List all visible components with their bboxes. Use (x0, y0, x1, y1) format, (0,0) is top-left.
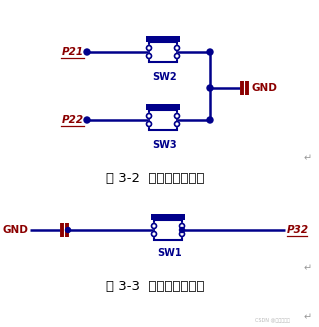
Circle shape (207, 85, 213, 91)
Text: ↵: ↵ (304, 263, 312, 273)
Circle shape (174, 45, 180, 50)
Bar (151, 214, 185, 220)
Text: ↵: ↵ (304, 153, 312, 163)
Circle shape (146, 122, 152, 127)
Text: 图 3-3  主机按键电路图: 图 3-3 主机按键电路图 (106, 280, 204, 293)
Circle shape (180, 223, 184, 229)
Text: ↵: ↵ (304, 312, 312, 322)
Circle shape (152, 223, 157, 229)
Text: SW1: SW1 (158, 248, 182, 258)
Circle shape (84, 117, 90, 123)
Circle shape (152, 232, 157, 236)
Bar (146, 36, 180, 42)
Text: SW3: SW3 (153, 140, 177, 150)
Circle shape (174, 113, 180, 118)
Circle shape (207, 49, 213, 55)
Circle shape (65, 228, 70, 232)
Circle shape (146, 113, 152, 118)
Text: CSDN @嵌入式基地: CSDN @嵌入式基地 (255, 318, 290, 323)
Circle shape (174, 54, 180, 59)
Circle shape (180, 232, 184, 236)
Circle shape (84, 49, 90, 55)
Text: GND: GND (2, 225, 28, 235)
Text: GND: GND (252, 83, 278, 93)
Text: SW2: SW2 (153, 72, 177, 82)
Circle shape (146, 45, 152, 50)
Text: P22: P22 (62, 115, 84, 125)
Bar (149, 110, 177, 130)
Circle shape (207, 117, 213, 123)
Circle shape (146, 54, 152, 59)
Text: P32: P32 (287, 225, 309, 235)
Circle shape (174, 122, 180, 127)
Text: P21: P21 (62, 47, 84, 57)
Bar (146, 104, 180, 110)
Bar (149, 42, 177, 62)
Circle shape (180, 228, 184, 232)
Text: 图 3-2  从机按键电路图: 图 3-2 从机按键电路图 (106, 172, 204, 185)
Bar (154, 220, 182, 240)
